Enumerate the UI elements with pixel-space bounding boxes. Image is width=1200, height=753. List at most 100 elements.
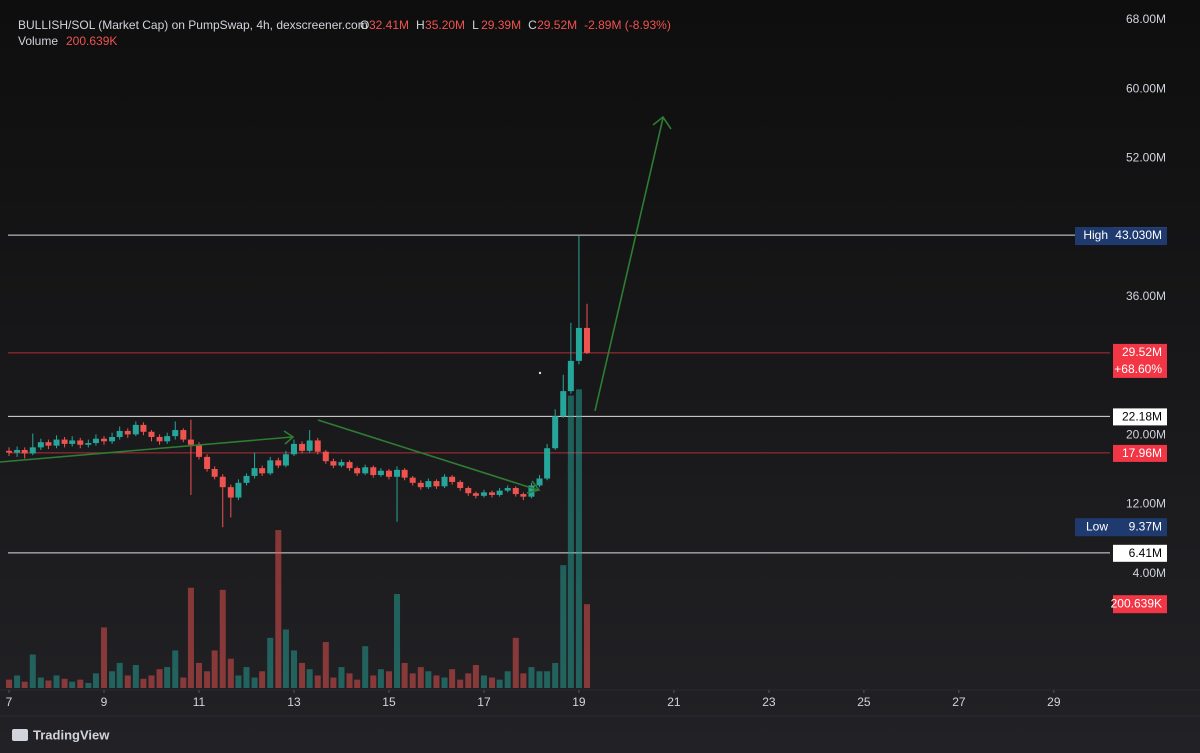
candle-body <box>259 468 266 474</box>
volume-bar <box>354 679 361 688</box>
candle-body <box>306 440 313 451</box>
x-tick-label: 17 <box>477 695 491 709</box>
volume-bar <box>322 642 329 688</box>
candle-body <box>275 460 282 466</box>
volume-bar <box>6 679 13 688</box>
candle-body <box>204 456 211 469</box>
volume-bar <box>53 675 60 688</box>
candle-body <box>409 477 416 483</box>
candle-body <box>45 442 52 446</box>
volume-bar <box>330 677 337 688</box>
candle-body <box>567 360 574 392</box>
volume-bar <box>156 669 163 688</box>
price-sublabel: +68.60% <box>1114 362 1162 376</box>
volume-bar <box>21 681 28 688</box>
volume-bar <box>275 530 282 688</box>
ohlc-value: 29.39M <box>481 18 521 32</box>
volume-bar <box>560 565 567 688</box>
logo-icon <box>12 729 28 741</box>
annotations <box>0 115 672 494</box>
candle-body <box>465 488 472 494</box>
y-tick-label: 4.00M <box>1133 566 1166 580</box>
ohlc-key: O <box>360 18 369 32</box>
logo: TradingView <box>12 727 110 742</box>
candle-body <box>377 470 384 476</box>
price-label: 29.52M <box>1122 345 1162 359</box>
price-label-box <box>1113 544 1167 562</box>
candle-body <box>37 442 44 448</box>
candle-body <box>116 430 123 437</box>
x-tick-label: 27 <box>952 695 966 709</box>
volume-bar <box>180 677 187 688</box>
candle-body <box>433 481 440 487</box>
volume-bar <box>195 662 202 688</box>
candle-body <box>219 476 226 488</box>
volume-bar <box>148 675 155 688</box>
volume-bar <box>552 662 559 688</box>
volume-bar <box>282 629 289 688</box>
candle-body <box>401 469 408 478</box>
volume-bar <box>457 679 464 688</box>
volume-bar <box>219 589 226 688</box>
candle-body <box>314 440 321 452</box>
candle-body <box>512 488 519 495</box>
volume-label-value: 200.639K <box>1111 596 1162 610</box>
candle-body <box>85 443 92 445</box>
price-label: 6.41M <box>1129 546 1162 560</box>
candle-body <box>6 450 13 453</box>
volume-bar <box>124 675 131 688</box>
candle-body <box>29 447 36 454</box>
candle-body <box>385 470 392 477</box>
candle-body <box>584 327 591 353</box>
volume-bar <box>401 662 408 688</box>
candle-body <box>211 468 218 477</box>
ohlc-value: 32.41M <box>369 18 409 32</box>
volume-bar <box>409 673 416 688</box>
volume-bar <box>140 678 147 688</box>
marker-box <box>1075 518 1167 537</box>
volume-bar <box>575 389 582 688</box>
volume-bar <box>544 671 551 688</box>
volume-bar <box>132 665 139 688</box>
volume-bar <box>338 667 345 688</box>
volume-bar <box>69 681 76 688</box>
candle-body <box>282 454 289 466</box>
volume-bar <box>489 677 496 688</box>
volume-label: Volume <box>18 34 58 48</box>
candle-body <box>544 448 551 479</box>
volume-bar <box>227 658 234 688</box>
marker-name: High <box>1083 228 1108 242</box>
volume-bar <box>77 679 84 688</box>
x-tick-label: 11 <box>193 695 206 709</box>
volume-bar <box>433 675 440 688</box>
x-tick-label: 25 <box>857 695 871 709</box>
candle-body <box>362 467 369 474</box>
volume-bar <box>92 673 99 688</box>
candle-body <box>536 478 543 486</box>
candle-body <box>449 476 456 482</box>
y-tick-label: 20.00M <box>1126 427 1166 441</box>
candle-body <box>235 482 242 498</box>
candle-body <box>77 440 84 445</box>
volume-bar <box>370 675 377 688</box>
volume-bar <box>299 662 306 688</box>
candle-body <box>370 467 377 476</box>
x-tick-label: 19 <box>572 695 586 709</box>
candle-body <box>187 439 194 445</box>
volume-bar <box>449 669 456 688</box>
volume-bar <box>520 673 527 688</box>
candle-body <box>243 475 250 483</box>
ohlc-key: L <box>472 18 479 32</box>
marker-value: 43.030M <box>1115 228 1162 242</box>
annotation-arrow <box>594 115 672 412</box>
volume-bar <box>504 671 511 688</box>
candle-body <box>417 482 424 488</box>
x-tick-label: 9 <box>101 695 108 709</box>
volume-bar <box>394 594 401 688</box>
candle-body <box>53 439 60 446</box>
volume-bar <box>204 671 211 688</box>
annotation-arrow <box>0 430 295 463</box>
volume-bar <box>425 671 432 688</box>
volume-bar <box>267 637 274 688</box>
